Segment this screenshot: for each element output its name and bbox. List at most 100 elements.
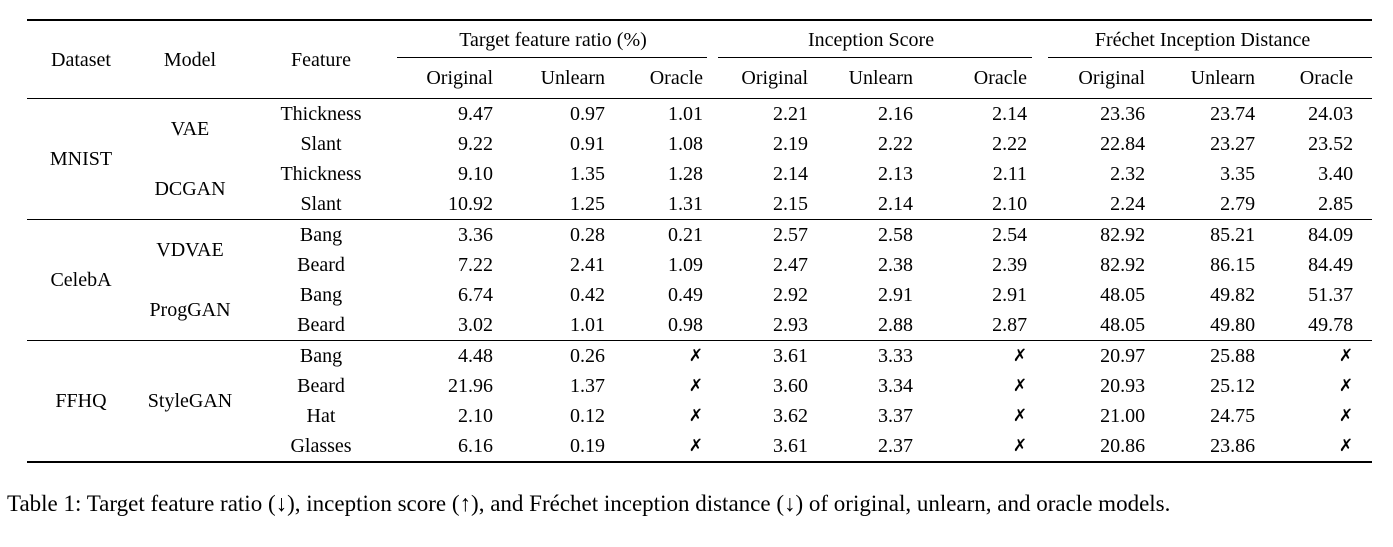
value-cell: 22.84 [1100,133,1146,155]
value-cell: 7.22 [458,254,493,276]
model-cell: VDVAE [156,239,224,261]
value-cell: 84.09 [1308,224,1354,246]
value-cell: 2.58 [878,224,914,246]
value-cell: 1.37 [570,375,605,397]
value-cell: 0.28 [570,224,605,246]
value-cell: 3.33 [878,345,914,367]
cross-mark-cell: ✗ [688,345,704,366]
feature-cell: Slant [300,133,342,155]
value-cell: 2.11 [992,163,1028,185]
value-cell: 10.92 [448,193,493,215]
column-header-model: Model [163,48,217,71]
value-cell: 1.01 [668,103,704,125]
table-row: Beard 21.96 1.37 ✗ 3.60 3.34 ✗ 20.93 25.… [27,371,1372,401]
value-cell: 2.21 [773,103,809,125]
value-cell: 48.05 [1100,314,1146,336]
value-cell: 2.13 [878,163,914,185]
value-cell: 2.57 [773,224,809,246]
cross-mark-cell: ✗ [1338,345,1354,366]
sub-header-original: Original [1078,67,1146,89]
feature-cell: Beard [297,314,345,336]
sub-header-oracle: Oracle [1299,67,1354,89]
value-cell: 1.08 [668,133,704,155]
value-cell: 24.75 [1210,405,1256,427]
value-cell: 3.40 [1318,163,1354,185]
feature-cell: Beard [297,254,345,276]
group-header-frechet-inception-distance: Fréchet Inception Distance [1033,20,1373,58]
value-cell: 25.12 [1210,375,1256,397]
value-cell: 6.74 [458,284,493,306]
value-cell: 3.34 [878,375,914,397]
value-cell: 2.93 [773,314,809,336]
value-cell: 23.36 [1100,103,1146,125]
feature-cell: Hat [306,405,336,427]
value-cell: 51.37 [1308,284,1354,306]
value-cell: 3.61 [773,345,809,367]
value-cell: 2.22 [992,133,1028,155]
value-cell: 6.16 [458,435,493,457]
table-row: Hat 2.10 0.12 ✗ 3.62 3.37 ✗ 21.00 24.75 … [27,401,1372,431]
value-cell: 3.37 [878,405,914,427]
value-cell: 2.54 [992,224,1028,246]
value-cell: 2.92 [773,284,809,306]
value-cell: 2.10 [458,405,493,427]
model-cell: VAE [170,118,210,140]
group-header-target-feature-ratio: Target feature ratio (%) [397,20,709,58]
column-header-feature: Feature [291,48,351,71]
value-cell: 9.10 [458,163,493,185]
value-cell: 0.12 [570,405,605,427]
value-cell: 2.22 [878,133,914,155]
feature-cell: Thickness [280,103,362,125]
results-table: Dataset Model Feature Target feature rat… [27,19,1373,463]
sub-header-row: Original Unlearn Oracle Original Unlearn… [27,58,1372,99]
value-cell: 3.60 [773,375,809,397]
value-cell: 20.97 [1100,345,1146,367]
column-header-dataset: Dataset [51,48,111,71]
table-row: DCGAN Thickness 9.10 1.35 1.28 2.14 2.13… [27,159,1372,199]
value-cell: 49.82 [1210,284,1256,306]
value-cell: 21.96 [448,375,493,397]
value-cell: 3.36 [458,224,493,246]
value-cell: 2.91 [992,284,1028,306]
dataset-cell: FFHQ [55,390,107,412]
value-cell: 25.88 [1210,345,1256,367]
cross-mark-cell: ✗ [1012,435,1028,456]
value-cell: 2.32 [1110,163,1146,185]
table-header: Dataset Model Feature Target feature rat… [27,20,1373,99]
value-cell: 0.91 [570,133,605,155]
value-cell: 3.61 [773,435,809,457]
sub-header-unlearn: Unlearn [848,67,914,89]
value-cell: 84.49 [1308,254,1354,276]
value-cell: 86.15 [1210,254,1256,276]
value-cell: 2.10 [992,193,1028,215]
feature-cell: Bang [299,284,343,306]
model-cell: StyleGAN [147,390,233,412]
value-cell: 2.14 [773,163,809,185]
value-cell: 0.49 [668,284,704,306]
value-cell: 1.01 [570,314,605,336]
value-cell: 23.74 [1210,103,1256,125]
value-cell: 2.14 [992,103,1028,125]
value-cell: 3.62 [773,405,809,427]
value-cell: 2.91 [878,284,914,306]
value-cell: 4.48 [458,345,493,367]
sub-header-unlearn: Unlearn [1190,67,1256,89]
dataset-cell: CelebA [50,269,112,291]
value-cell: 49.80 [1210,314,1256,336]
table-row: Beard 3.02 1.01 0.98 2.93 2.88 2.87 48.0… [27,310,1372,341]
value-cell: 24.03 [1308,103,1354,125]
cross-mark-cell: ✗ [688,405,704,426]
value-cell: 2.41 [570,254,605,276]
dataset-cell: MNIST [49,148,113,170]
value-cell: 3.35 [1220,163,1256,185]
feature-cell: Bang [299,345,343,367]
sub-header-oracle: Oracle [973,67,1028,89]
table-row: MNIST VAE Thickness 9.47 0.97 1.01 2.21 … [27,99,1372,169]
cross-mark-cell: ✗ [1012,345,1028,366]
feature-cell: Thickness [280,163,362,185]
value-cell: 23.27 [1210,133,1256,155]
table-row: ProgGAN Bang 6.74 0.42 0.49 2.92 2.91 2.… [27,280,1372,320]
model-cell: DCGAN [154,178,226,200]
table-row: Beard 7.22 2.41 1.09 2.47 2.38 2.39 82.9… [27,250,1372,280]
